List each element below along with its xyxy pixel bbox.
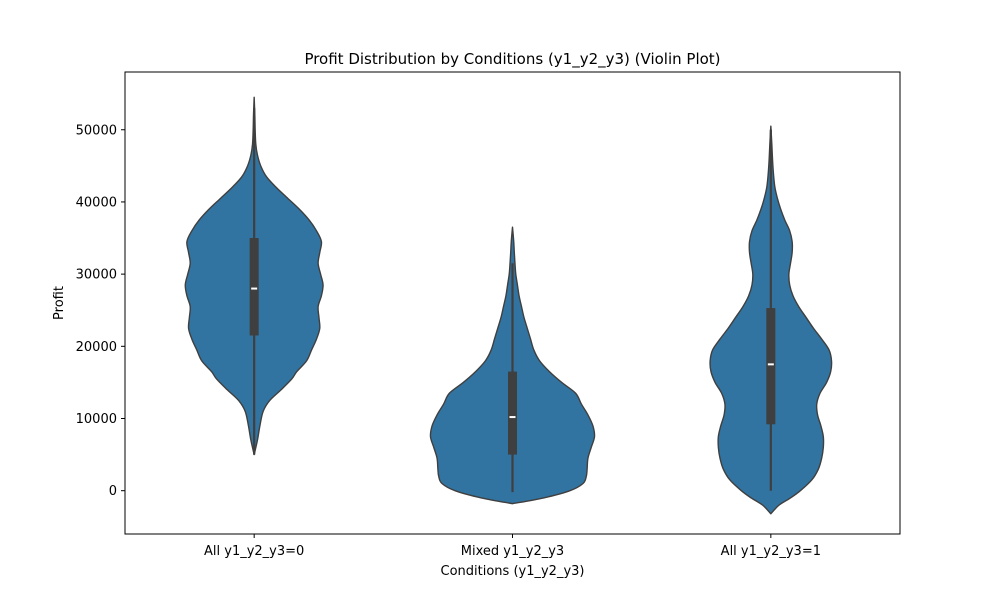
violin-group — [429, 226, 596, 505]
x-axis: All y1_y2_y3=0 Mixed y1_y2_y3 All y1_y2_y3… — [204, 534, 821, 559]
y-axis-label: Profit — [52, 286, 67, 320]
y-tick-label: 10000 — [76, 412, 117, 427]
y-tick-label: 20000 — [76, 340, 117, 355]
x-tick-label: Mixed y1_y2_y3 — [461, 544, 564, 559]
y-tick-label: 0 — [109, 484, 117, 499]
y-tick-label: 40000 — [76, 195, 117, 210]
violin-layer — [184, 96, 833, 515]
y-axis: 0 10000 20000 30000 40000 50000 — [76, 123, 125, 499]
violin-group — [709, 125, 833, 515]
violin-group — [184, 96, 324, 456]
violin-iqr-box — [508, 371, 517, 455]
y-tick-label: 30000 — [76, 268, 117, 283]
x-tick-label: All y1_y2_y3=0 — [204, 544, 304, 559]
x-axis-label: Conditions (y1_y2_y3) — [441, 564, 585, 579]
violin-iqr-box — [249, 238, 259, 336]
x-tick-label: All y1_y2_y3=1 — [721, 544, 821, 559]
violin-iqr-box — [766, 308, 776, 425]
chart-title: Profit Distribution by Conditions (y1_y2… — [304, 50, 720, 69]
y-tick-label: 50000 — [76, 123, 117, 138]
